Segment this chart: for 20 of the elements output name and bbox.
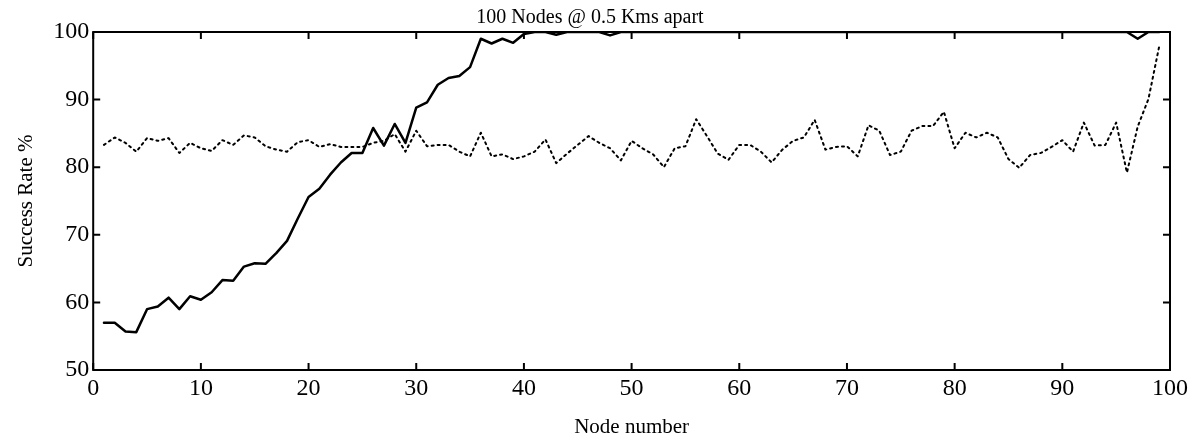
y-tick-label: 90 [65,84,90,111]
y-axis-title: Success Rate % [13,134,38,268]
x-axis-title: Node number [574,413,690,438]
x-tick-label: 20 [296,373,321,400]
x-tick-label: 50 [619,373,644,400]
y-tick-label: 60 [65,287,90,314]
x-tick-label: 100 [1152,373,1188,400]
y-tick-label: 70 [65,220,90,247]
x-tick-label: 90 [1050,373,1075,400]
x-tick-label: 70 [834,373,859,400]
y-tick-label: 100 [53,17,90,44]
y-tick-label: 80 [65,152,90,179]
x-tick-label: 30 [404,373,429,400]
x-tick-label: 80 [942,373,967,400]
chart-title: 100 Nodes @ 0.5 Kms apart [476,5,705,29]
x-tick-label: 60 [727,373,752,400]
x-tick-label: 0 [87,373,100,400]
x-tick-label: 10 [188,373,213,400]
x-tick-label: 40 [511,373,536,400]
y-tick-label: 50 [65,355,90,382]
